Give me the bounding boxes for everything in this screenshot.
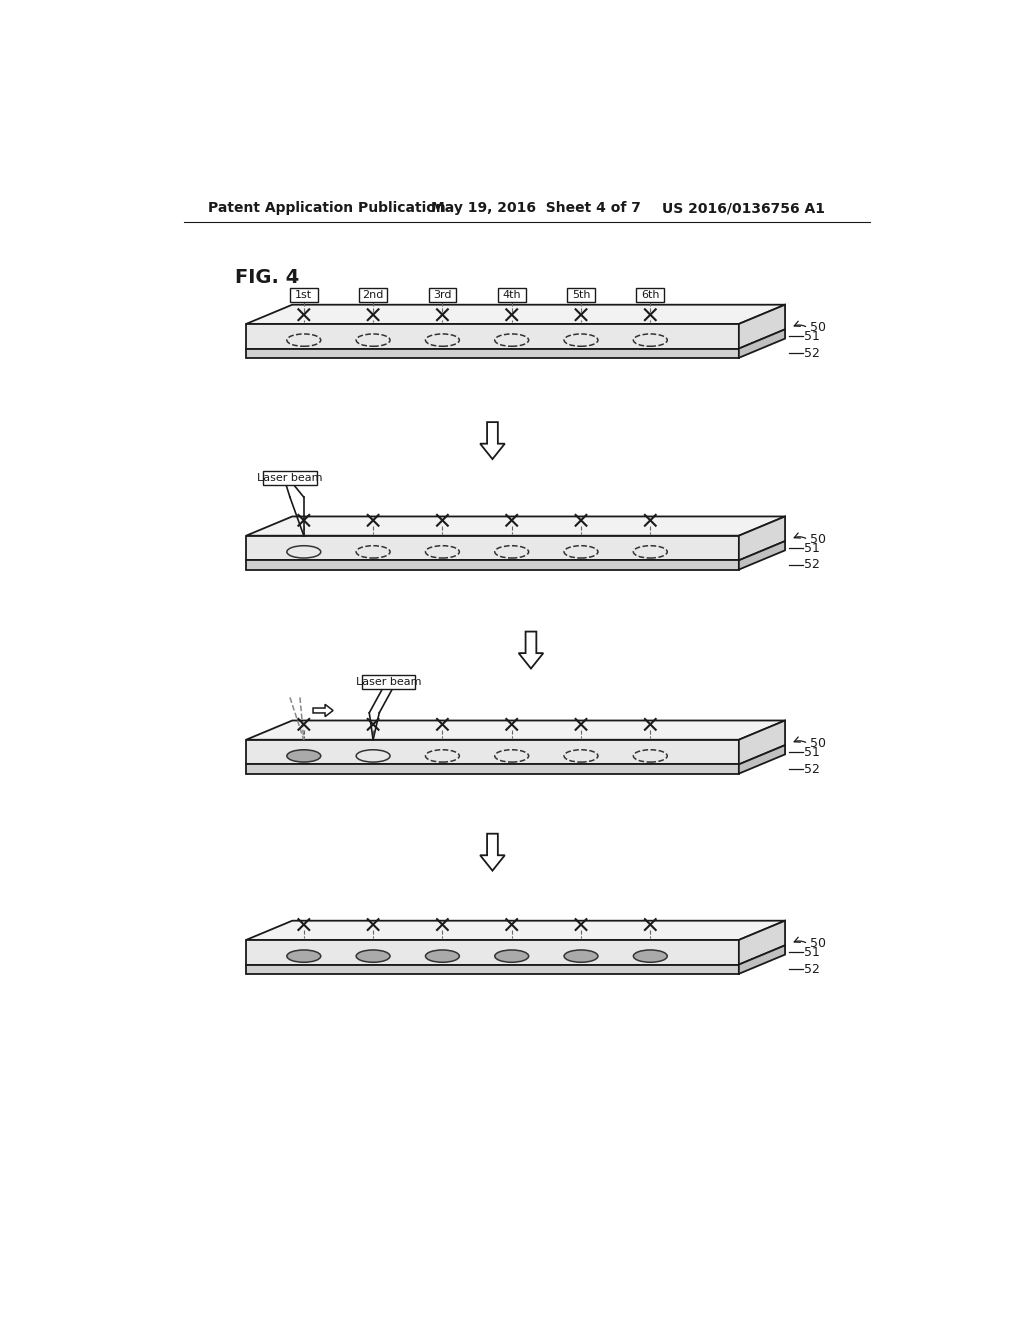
Polygon shape [246, 516, 785, 536]
Polygon shape [246, 323, 739, 348]
Polygon shape [739, 541, 785, 570]
Polygon shape [739, 516, 785, 561]
Text: 50: 50 [810, 737, 825, 750]
Ellipse shape [564, 950, 598, 962]
Polygon shape [739, 330, 785, 358]
Polygon shape [246, 721, 785, 739]
Text: 50: 50 [810, 937, 825, 950]
Text: 50: 50 [810, 321, 825, 334]
Text: US 2016/0136756 A1: US 2016/0136756 A1 [662, 202, 825, 215]
Polygon shape [480, 834, 505, 871]
Text: 52: 52 [804, 763, 820, 776]
Ellipse shape [495, 950, 528, 962]
Polygon shape [739, 305, 785, 348]
Text: 2nd: 2nd [362, 289, 384, 300]
FancyBboxPatch shape [263, 471, 316, 484]
Polygon shape [739, 945, 785, 974]
Text: 3rd: 3rd [433, 289, 452, 300]
Ellipse shape [287, 750, 321, 762]
Text: 52: 52 [804, 962, 820, 975]
Polygon shape [739, 921, 785, 965]
Text: 52: 52 [804, 558, 820, 572]
Ellipse shape [425, 950, 460, 962]
Polygon shape [246, 305, 785, 323]
Text: Patent Application Publication: Patent Application Publication [208, 202, 445, 215]
Text: Laser beam: Laser beam [257, 473, 323, 483]
FancyBboxPatch shape [361, 675, 416, 689]
Text: Laser beam: Laser beam [355, 677, 421, 686]
Polygon shape [739, 721, 785, 764]
FancyBboxPatch shape [290, 288, 317, 302]
FancyBboxPatch shape [567, 288, 595, 302]
Polygon shape [480, 422, 505, 459]
Text: 6th: 6th [641, 289, 659, 300]
Ellipse shape [287, 950, 321, 962]
Text: FIG. 4: FIG. 4 [234, 268, 299, 288]
Polygon shape [246, 561, 739, 570]
Polygon shape [518, 631, 544, 668]
Text: 1st: 1st [295, 289, 312, 300]
FancyBboxPatch shape [359, 288, 387, 302]
Text: May 19, 2016  Sheet 4 of 7: May 19, 2016 Sheet 4 of 7 [431, 202, 641, 215]
Text: 5th: 5th [571, 289, 590, 300]
Text: 51: 51 [804, 330, 820, 343]
Polygon shape [739, 744, 785, 774]
Polygon shape [246, 965, 739, 974]
Polygon shape [246, 739, 739, 764]
Ellipse shape [634, 950, 668, 962]
Polygon shape [246, 348, 739, 358]
Text: 51: 51 [804, 945, 820, 958]
Polygon shape [246, 536, 739, 561]
Polygon shape [246, 940, 739, 965]
Polygon shape [313, 705, 333, 717]
Text: 50: 50 [810, 533, 825, 546]
Ellipse shape [356, 950, 390, 962]
Polygon shape [246, 764, 739, 774]
Polygon shape [246, 921, 785, 940]
Text: 51: 51 [804, 746, 820, 759]
FancyBboxPatch shape [498, 288, 525, 302]
Text: 4th: 4th [503, 289, 521, 300]
Text: 51: 51 [804, 541, 820, 554]
Text: 52: 52 [804, 347, 820, 360]
FancyBboxPatch shape [429, 288, 457, 302]
FancyBboxPatch shape [637, 288, 665, 302]
